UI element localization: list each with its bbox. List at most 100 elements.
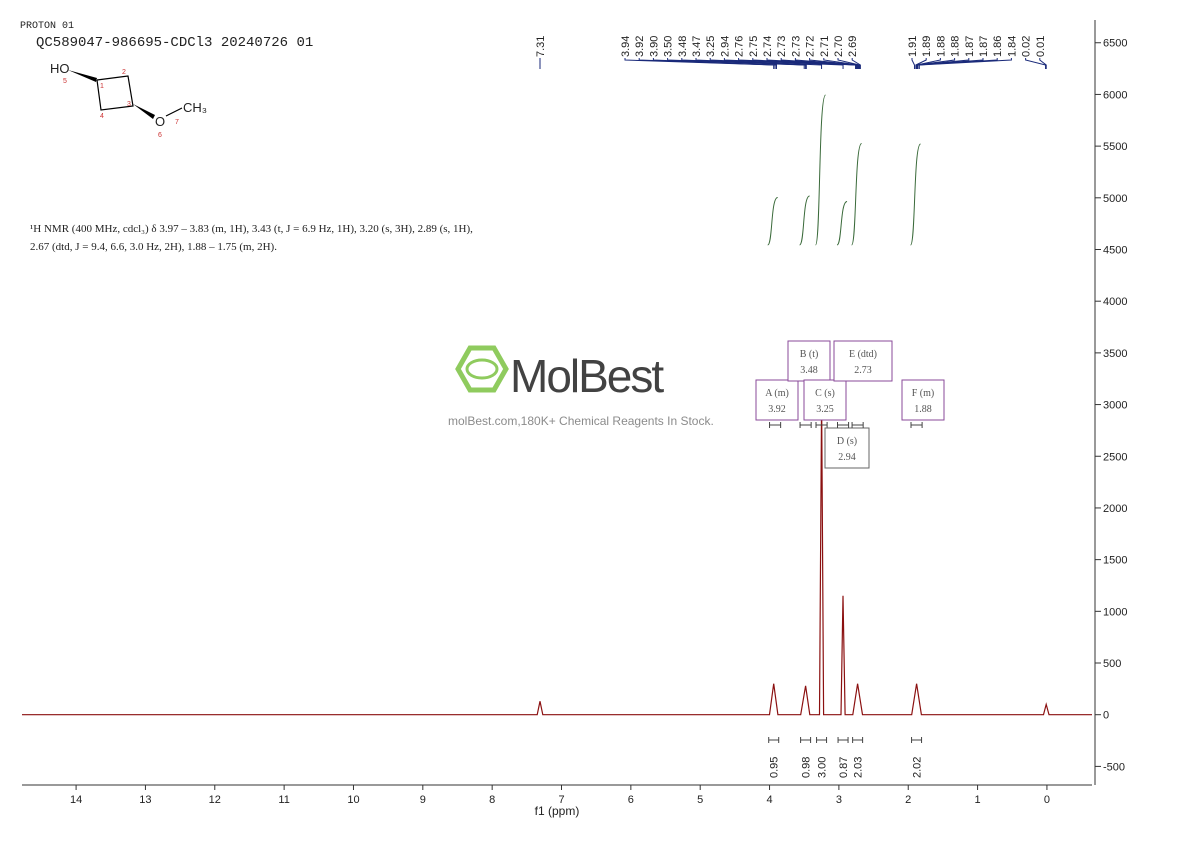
y-tick-label: 0: [1103, 710, 1109, 722]
multiplet-box: [824, 427, 870, 469]
peak-connector: [723, 58, 844, 69]
x-tick-label: 5: [697, 794, 703, 806]
multiplet-name: C (s): [815, 388, 835, 399]
integral-curve: [767, 197, 779, 246]
integral-label: 3.00: [817, 757, 829, 778]
logo: [455, 345, 509, 393]
multiplet-shift: 3.25: [816, 404, 834, 415]
x-tick-label: 6: [628, 794, 634, 806]
nmr-description: ¹H NMR (400 MHz, cdcl₃) δ 3.97 – 3.83 (m…: [30, 223, 473, 235]
x-tick-label: 12: [209, 794, 221, 806]
peak-label: 2.94: [719, 36, 731, 57]
peak-connector: [837, 58, 861, 69]
y-tick-label: 5500: [1103, 141, 1127, 153]
peak-connector: [911, 58, 915, 69]
multiplet-range: [769, 422, 782, 428]
peak-label: 3.50: [663, 36, 675, 57]
wedge-bond: [68, 70, 97, 82]
peak-label: 2.69: [847, 36, 859, 57]
y-tick-label: 1000: [1103, 606, 1127, 618]
peak-connector: [695, 58, 807, 69]
peak-connector: [652, 58, 777, 69]
integral-label: 2.03: [853, 757, 865, 778]
atom-number: 7: [175, 119, 179, 126]
wedge-bond: [133, 104, 155, 119]
peak-label: 0.02: [1021, 36, 1033, 57]
peak-connector: [709, 58, 823, 69]
atom-number: 1: [100, 83, 104, 90]
y-tick-label: 4500: [1103, 245, 1127, 257]
tagline: molBest.com,180K+ Chemical Reagents In S…: [448, 414, 714, 428]
sample-label: QC589047-986695-CDCl3 20240726 01: [36, 35, 313, 51]
x-tick-label: 1: [975, 794, 981, 806]
y-tick-label: 1500: [1103, 555, 1127, 567]
peak-connector: [915, 58, 927, 69]
x-tick-label: 9: [420, 794, 426, 806]
atom-number: 2: [122, 69, 126, 76]
peak-label: 3.47: [691, 36, 703, 57]
run-label: PROTON 01: [20, 21, 74, 32]
x-tick-label: 7: [558, 794, 564, 806]
peak-connector: [851, 58, 861, 69]
multiplet-shift: 2.73: [854, 365, 872, 376]
peak-label: 2.75: [748, 36, 760, 57]
brand: MolBest: [510, 350, 664, 402]
integral-label: 0.95: [769, 757, 781, 778]
y-tick-label: 2500: [1103, 451, 1127, 463]
multiplet-name: D (s): [837, 436, 857, 447]
multiplet-box: [787, 340, 831, 382]
bond: [165, 107, 183, 117]
integral-bracket: [911, 737, 923, 743]
peak-label: 2.70: [833, 36, 845, 57]
logo: [465, 358, 499, 380]
atom: HO: [50, 61, 70, 76]
integral-label: 2.02: [912, 757, 924, 778]
integral-curve: [851, 143, 863, 246]
peak-label: 1.86: [992, 36, 1004, 57]
peak-label: 0.01: [1035, 36, 1047, 57]
peak-connector: [918, 58, 1012, 69]
multiplet-box: [803, 379, 847, 421]
peak-label: 3.48: [677, 36, 689, 57]
multiplet-shift: 1.88: [914, 404, 932, 415]
multiplet-range: [799, 422, 812, 428]
integral-label: 0.98: [801, 757, 813, 778]
peak-label: 2.71: [819, 36, 831, 57]
peak-connector: [794, 58, 859, 69]
multiplet-name: E (dtd): [849, 349, 877, 360]
multiplet-range: [815, 422, 828, 428]
peak-label: 1.91: [907, 36, 919, 57]
peak-label: 1.89: [921, 36, 933, 57]
peak-label: 2.76: [734, 36, 746, 57]
multiplet-name: A (m): [765, 388, 789, 399]
peak-label: 2.73: [776, 36, 788, 57]
integral-bracket: [800, 737, 812, 743]
atom-number: 3: [127, 101, 131, 108]
multiplet-box: [755, 379, 799, 421]
peak-label: 7.31: [535, 36, 547, 57]
atom: CH₃: [183, 100, 207, 115]
multiplet-range: [851, 422, 864, 428]
y-tick-label: 3500: [1103, 348, 1127, 360]
spectrum-line: [22, 399, 1092, 716]
peak-label: 3.94: [620, 36, 632, 57]
peak-connector: [1039, 58, 1047, 69]
peak-label: 1.87: [978, 36, 990, 57]
integral-bracket: [852, 737, 864, 743]
atom: O: [155, 114, 165, 129]
peak-connector: [809, 58, 859, 69]
y-tick-label: 6000: [1103, 89, 1127, 101]
x-tick-label: 14: [70, 794, 82, 806]
ring: [96, 75, 134, 111]
peak-connector: [1025, 58, 1047, 69]
y-tick-label: 5000: [1103, 193, 1127, 205]
y-tick-label: 2000: [1103, 503, 1127, 515]
multiplet-name: B (t): [800, 349, 819, 360]
integral-curve: [799, 195, 811, 246]
multiplet-shift: 2.94: [838, 452, 856, 463]
integral-curve: [910, 143, 922, 246]
peak-label: 1.84: [1006, 36, 1018, 57]
x-tick-label: 0: [1044, 794, 1050, 806]
